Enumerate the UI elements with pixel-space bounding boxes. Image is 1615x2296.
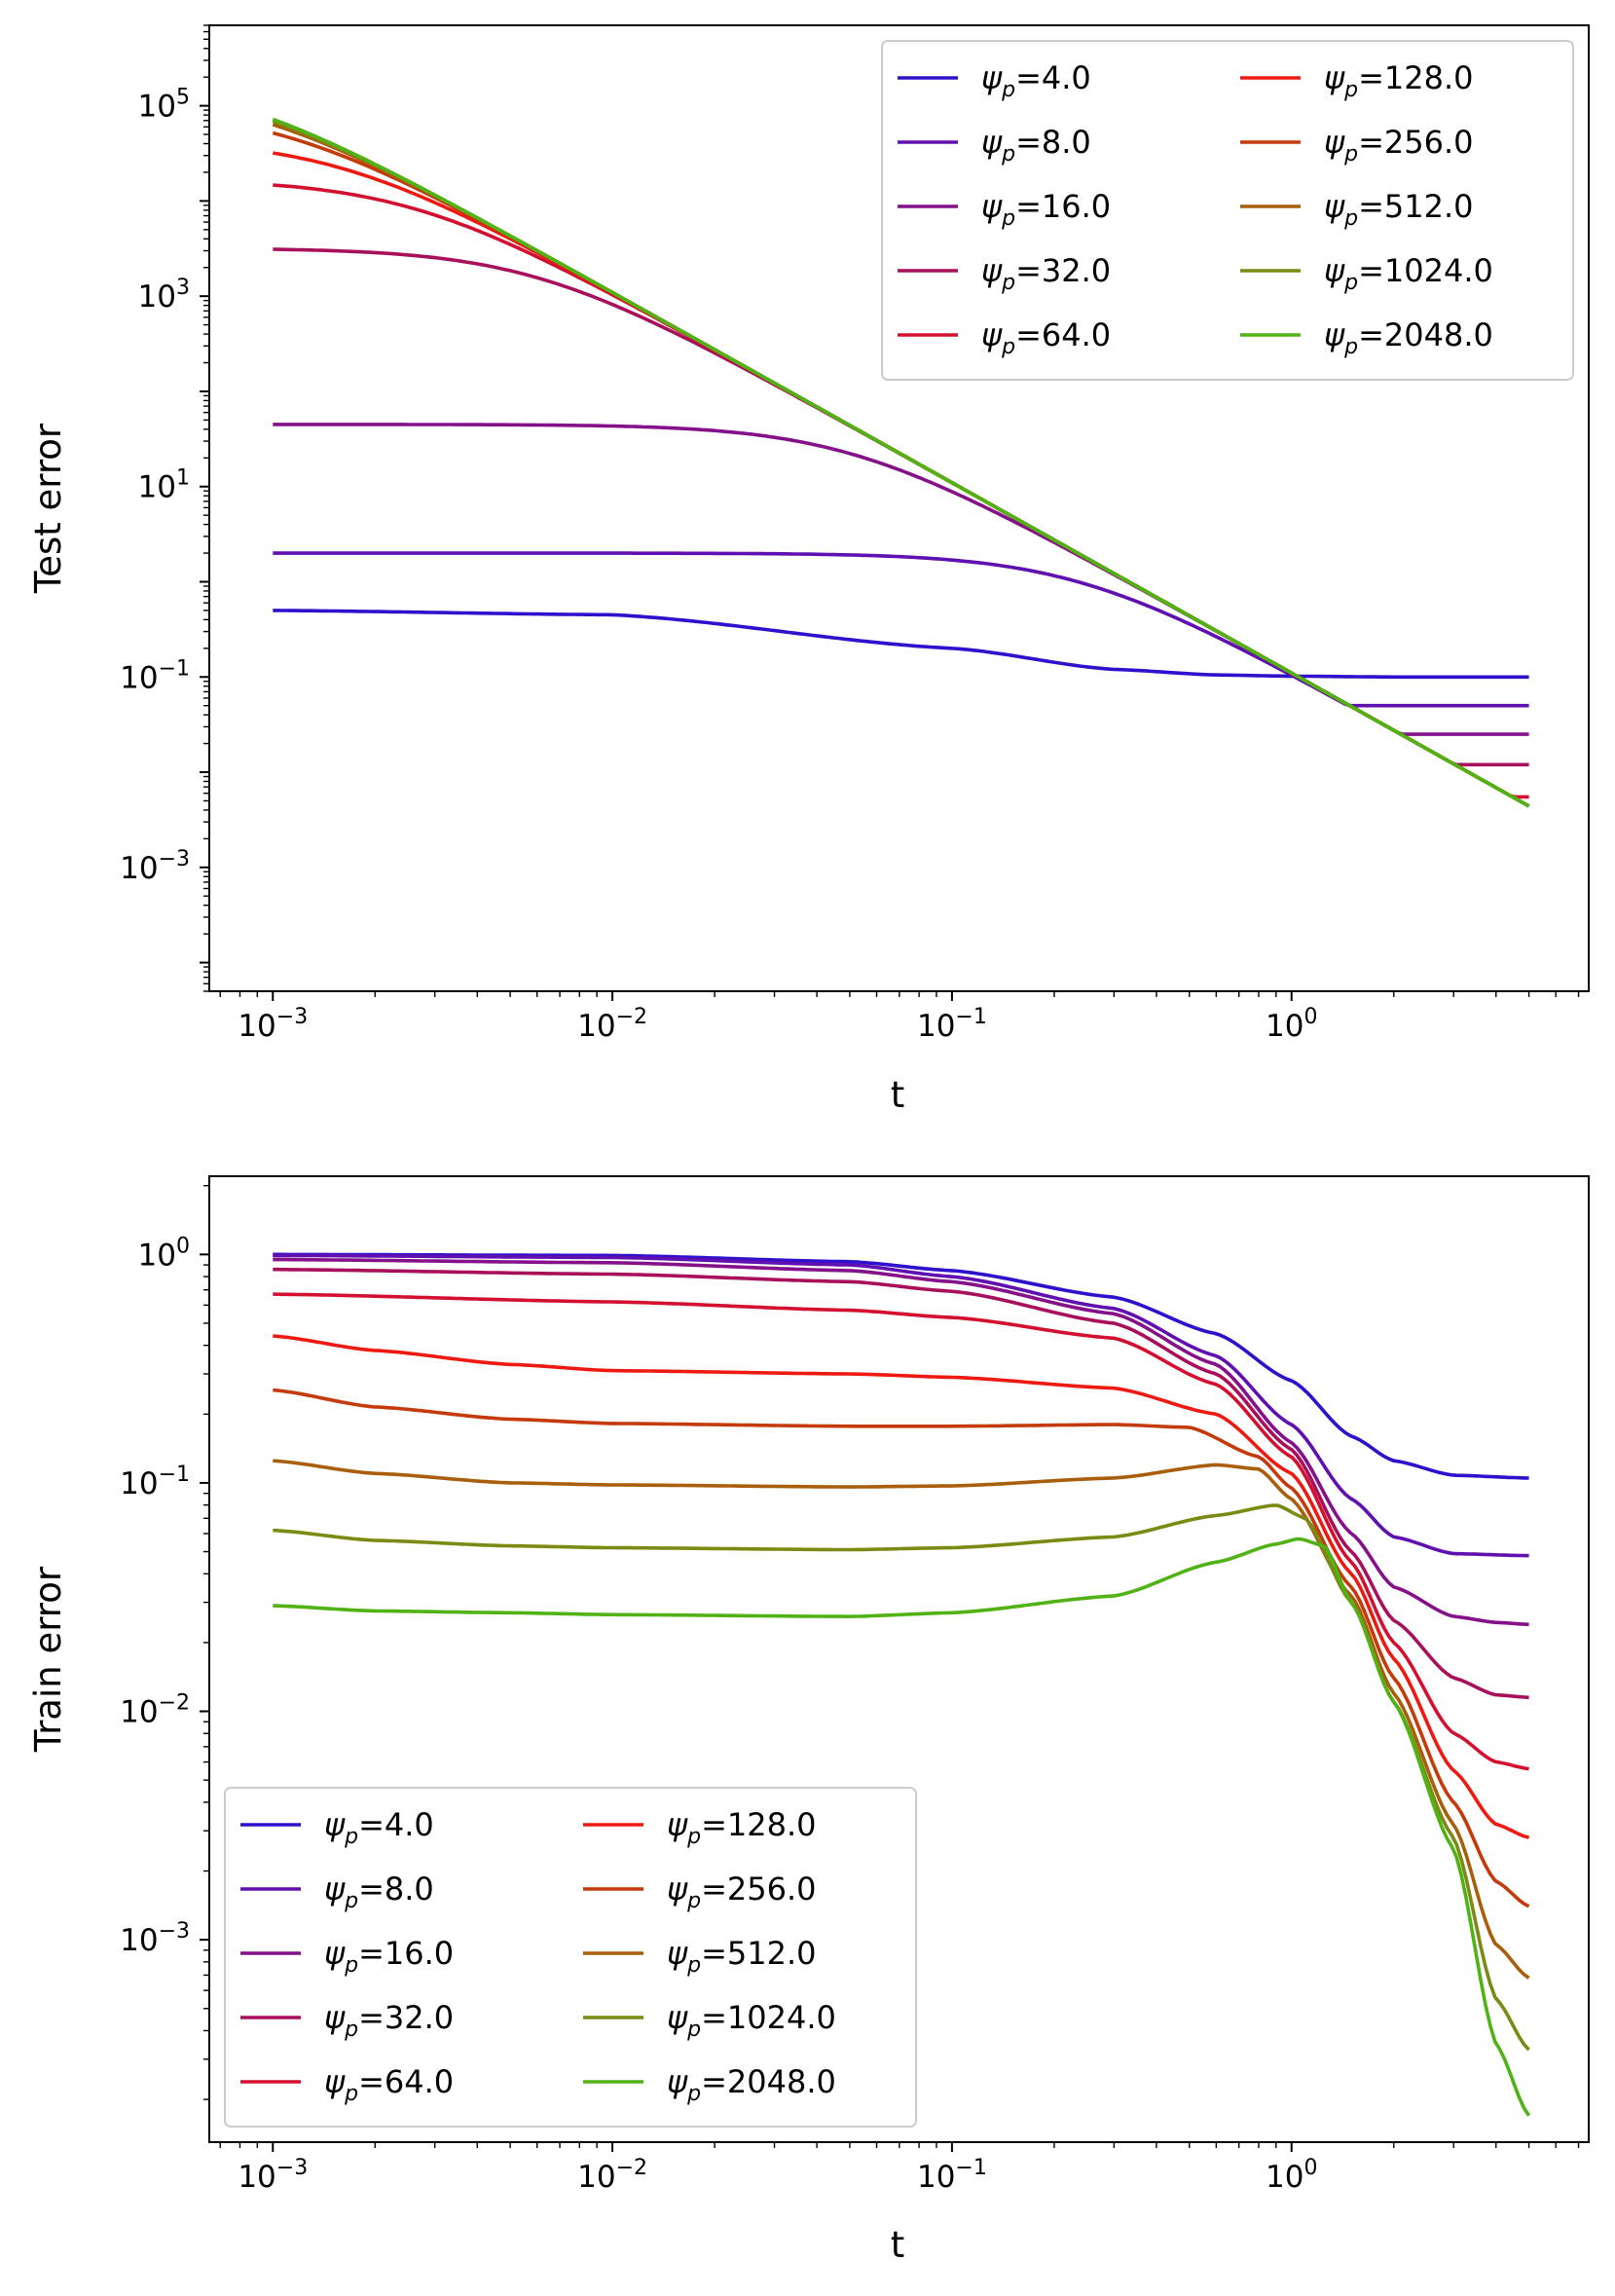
- legend-item: ψp=1024.0: [1240, 252, 1493, 295]
- x-ticks: 10−3 10−2 10−1 100: [219, 991, 1580, 1044]
- series-line-64-0: [273, 1292, 1529, 1771]
- series-line-16-0: [273, 1257, 1529, 1627]
- legend-label: ψp=4.0: [981, 59, 1091, 102]
- legend-item: ψp=1024.0: [583, 1999, 836, 2042]
- x-axis-label: t: [891, 1074, 905, 1116]
- legend-label: ψp=16.0: [981, 188, 1111, 231]
- x-tick-label: 100: [1266, 1005, 1317, 1044]
- y-axis-label: Test error: [27, 423, 69, 594]
- legend-label: ψp=32.0: [324, 1999, 454, 2042]
- series-line-4-0: [273, 609, 1529, 680]
- legend-item: ψp=8.0: [240, 1870, 434, 1913]
- series-line-1024-0: [273, 1503, 1530, 2052]
- legend-item: ψp=32.0: [240, 1999, 454, 2042]
- x-tick-label: 10−3: [238, 1005, 308, 1044]
- legend-item: ψp=128.0: [1240, 59, 1474, 102]
- test-error-chart: 10−3 10−2 10−1 100 10−3 10−1 101 103 105 t Test…: [27, 24, 1590, 1116]
- train-error-chart: 10−3 10−2 10−1 100 10−3 10−2 10−1 100 t Train …: [27, 1175, 1590, 2266]
- y-tick-label: 10−1: [120, 1463, 190, 1501]
- legend-label: ψp=8.0: [324, 1870, 434, 1913]
- legend-box: [224, 1787, 917, 2128]
- legend-label: ψp=256.0: [667, 1870, 817, 1913]
- y-tick-label: 105: [138, 86, 190, 125]
- series-line-256-0: [273, 1388, 1530, 1908]
- series-layer: [273, 1252, 1531, 2117]
- y-ticks: 10−3 10−2 10−1 100: [120, 1185, 209, 2100]
- legend-label: ψp=32.0: [981, 252, 1111, 295]
- legend: ψp=4.0 ψp=8.0 ψp=16.0 ψp=32.0 ψp=64.0 ψp=128.…: [881, 40, 1574, 381]
- legend-label: ψp=4.0: [324, 1806, 434, 1849]
- series-line-8-0: [273, 1253, 1529, 1558]
- x-tick-label: 10−2: [577, 2156, 647, 2195]
- x-tick-label: 10−2: [577, 1005, 647, 1044]
- y-tick-label: 10−2: [120, 1691, 190, 1730]
- legend-item: ψp=4.0: [240, 1806, 434, 1849]
- y-tick-label: 100: [138, 1234, 190, 1273]
- y-axis-label: Train error: [27, 1566, 69, 1753]
- y-tick-label: 101: [138, 466, 190, 505]
- y-tick-label: 103: [138, 276, 190, 315]
- legend-box: [881, 40, 1574, 381]
- legend-item: ψp=8.0: [898, 124, 1091, 167]
- series-line-2048-0: [272, 117, 1530, 808]
- series-layer: [272, 117, 1530, 808]
- legend-item: ψp=2048.0: [1240, 316, 1493, 359]
- legend: ψp=4.0 ψp=8.0 ψp=16.0 ψp=32.0 ψp=64.0 ψp=128.…: [224, 1787, 917, 2128]
- legend-label: ψp=256.0: [1324, 124, 1474, 167]
- legend-item: ψp=32.0: [898, 252, 1111, 295]
- x-tick-label: 100: [1266, 2156, 1317, 2195]
- legend-label: ψp=64.0: [981, 316, 1111, 359]
- legend-item: ψp=512.0: [583, 1935, 817, 1978]
- series-line-16-0: [273, 423, 1529, 736]
- y-tick-label: 10−1: [120, 656, 190, 695]
- legend-item: ψp=4.0: [898, 59, 1091, 102]
- legend-item: ψp=256.0: [1240, 124, 1474, 167]
- x-tick-label: 10−3: [238, 2156, 308, 2195]
- legend-label: ψp=64.0: [324, 2063, 454, 2106]
- legend-label: ψp=128.0: [1324, 59, 1474, 102]
- legend-label: ψp=2048.0: [667, 2063, 836, 2106]
- series-line-2048-0: [273, 1537, 1531, 2117]
- legend-label: ψp=16.0: [324, 1935, 454, 1978]
- series-line-8-0: [273, 551, 1529, 708]
- legend-label: ψp=512.0: [1324, 188, 1474, 231]
- y-tick-label: 10−3: [120, 1919, 190, 1958]
- legend-item: ψp=64.0: [898, 316, 1111, 359]
- series-line-128-0: [273, 1334, 1530, 1839]
- x-tick-label: 10−1: [917, 1005, 987, 1044]
- legend-item: ψp=2048.0: [583, 2063, 836, 2106]
- legend-label: ψp=8.0: [981, 124, 1091, 167]
- y-ticks: 10−3 10−1 101 103 105: [120, 24, 209, 992]
- legend-label: ψp=1024.0: [667, 1999, 836, 2042]
- series-line-32-0: [273, 1267, 1529, 1700]
- legend-item: ψp=128.0: [583, 1806, 817, 1849]
- legend-item: ψp=16.0: [898, 188, 1111, 231]
- legend-label: ψp=2048.0: [1324, 316, 1493, 359]
- y-tick-label: 10−3: [120, 847, 190, 886]
- legend-label: ψp=1024.0: [1324, 252, 1493, 295]
- legend-item: ψp=64.0: [240, 2063, 454, 2106]
- x-axis-label: t: [891, 2224, 905, 2266]
- legend-item: ψp=16.0: [240, 1935, 454, 1978]
- legend-item: ψp=512.0: [1240, 188, 1474, 231]
- x-ticks: 10−3 10−2 10−1 100: [219, 2142, 1580, 2195]
- legend-label: ψp=128.0: [667, 1806, 817, 1849]
- legend-label: ψp=512.0: [667, 1935, 817, 1978]
- legend-item: ψp=256.0: [583, 1870, 817, 1913]
- x-tick-label: 10−1: [917, 2156, 987, 2195]
